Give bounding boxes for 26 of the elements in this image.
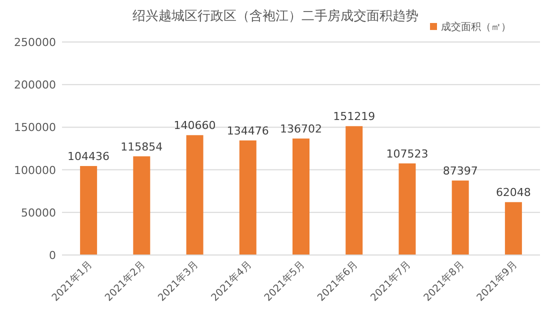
y-tick-label: 200000 xyxy=(14,78,56,92)
data-label: 151219 xyxy=(333,110,376,124)
bar xyxy=(133,156,150,255)
y-tick-label: 0 xyxy=(49,249,56,262)
data-label: 62048 xyxy=(496,186,531,200)
chart-title: 绍兴越城区行政区（含袍江）二手房成交面积趋势 xyxy=(132,8,418,24)
bar xyxy=(239,140,256,255)
bar xyxy=(186,135,204,255)
y-tick-label: 100000 xyxy=(14,164,56,177)
data-label: 87397 xyxy=(442,164,478,178)
bar xyxy=(346,126,363,255)
data-label: 107523 xyxy=(386,147,428,160)
legend-label: 成交面积（㎡） xyxy=(441,21,511,33)
bar xyxy=(398,163,416,255)
y-tick-label: 250000 xyxy=(14,36,56,49)
y-tick-label: 50000 xyxy=(21,206,56,220)
bar xyxy=(504,202,522,255)
data-label: 140660 xyxy=(174,119,216,132)
bar xyxy=(80,166,98,255)
bar xyxy=(292,138,310,255)
data-label: 134476 xyxy=(226,124,269,138)
data-label: 136702 xyxy=(280,122,322,136)
data-label: 104436 xyxy=(68,150,110,164)
bar xyxy=(452,180,469,255)
data-label: 115854 xyxy=(120,140,163,154)
y-tick-label: 150000 xyxy=(14,121,56,134)
